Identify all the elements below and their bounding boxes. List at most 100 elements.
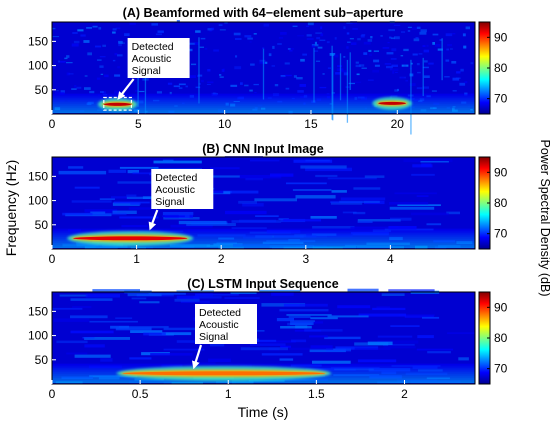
heatmap-cell	[86, 27, 92, 29]
heatmap-cell	[99, 198, 115, 200]
heatmap-cell	[84, 337, 130, 340]
heatmap-cell	[112, 31, 116, 34]
heatmap-cell	[178, 87, 183, 89]
heatmap-cell	[115, 317, 133, 319]
low-frequency-band	[52, 109, 475, 112]
broadband-streak	[339, 53, 342, 101]
heatmap-cell	[416, 195, 429, 197]
heatmap-cell	[60, 61, 66, 63]
heatmap-cell	[52, 66, 56, 69]
heatmap-cell	[74, 354, 111, 358]
heatmap-cell	[209, 29, 212, 32]
heatmap-cell	[128, 207, 159, 210]
heatmap-cell	[189, 75, 196, 78]
heatmap-cell	[348, 82, 355, 85]
heatmap-cell	[310, 216, 337, 219]
heatmap-cell	[376, 306, 390, 308]
heatmap-cell	[285, 74, 292, 77]
heatmap-cell	[197, 74, 203, 77]
annotation-arrow	[117, 78, 135, 100]
heatmap-cell	[403, 64, 407, 67]
heatmap-cell	[389, 68, 393, 71]
heatmap-cell	[114, 90, 120, 94]
x-tick-label: 1.5	[308, 387, 325, 401]
heatmap-cell	[84, 87, 91, 90]
heatmap-cell	[202, 175, 240, 178]
heatmap-cell	[82, 337, 95, 339]
x-tick-label: 15	[304, 117, 318, 131]
heatmap-cell	[393, 24, 401, 26]
y-tick-label: 150	[28, 304, 48, 318]
heatmap-cell	[387, 42, 390, 44]
colorbar-tick-label: 70	[494, 92, 508, 106]
heatmap-cell	[231, 227, 267, 229]
heatmap-cell	[124, 33, 130, 36]
heatmap-cell	[74, 186, 100, 189]
panel-title: (C) LSTM Input Sequence	[187, 277, 338, 291]
annotation-line: Detected	[199, 307, 241, 319]
heatmap-cell	[58, 170, 107, 175]
heatmap-cell	[404, 315, 434, 318]
heatmap-cell	[52, 36, 59, 38]
heatmap-cell	[423, 75, 430, 78]
heatmap-cell	[64, 57, 68, 60]
heatmap-cell	[58, 60, 61, 63]
heatmap-cell	[77, 29, 84, 32]
heatmap-cell	[403, 48, 409, 52]
heatmap-cell	[225, 210, 267, 215]
heatmap-cell	[195, 30, 201, 33]
heatmap-cell	[401, 31, 406, 33]
heatmap-cell	[131, 297, 147, 300]
heatmap-cell	[96, 77, 101, 80]
detected-signal	[103, 102, 132, 106]
heatmap-cell	[405, 80, 408, 82]
heatmap-cell	[450, 48, 453, 50]
heatmap-cell	[357, 359, 397, 363]
heatmap-cell	[355, 61, 359, 64]
heatmap-cell	[199, 362, 216, 365]
heatmap-cell	[331, 190, 347, 193]
heatmap-cell	[416, 87, 423, 90]
heatmap-cell	[259, 340, 296, 343]
heatmap-cell	[280, 345, 291, 348]
heatmap-cell	[263, 61, 268, 64]
heatmap-cell	[412, 53, 418, 56]
heatmap-cell	[342, 247, 392, 249]
heatmap-cell	[395, 71, 398, 73]
heatmap-cell	[83, 40, 90, 43]
heatmap-cell	[219, 74, 222, 76]
heatmap-cell	[398, 314, 435, 317]
heatmap-cell	[427, 351, 451, 354]
heatmap-cell	[90, 211, 106, 214]
x-tick-label: 1	[225, 387, 232, 401]
heatmap-cell	[370, 36, 373, 39]
low-frequency-band	[52, 103, 475, 106]
broadband-streak	[441, 38, 443, 81]
low-frequency-band	[52, 234, 475, 237]
heatmap-cell	[191, 63, 197, 66]
heatmap-cell	[253, 83, 259, 86]
low-frequency-band	[52, 238, 475, 241]
heatmap-cell	[312, 226, 355, 229]
annotation-box	[151, 169, 214, 209]
heatmap-cell	[76, 86, 82, 89]
heatmap-cell	[118, 42, 125, 44]
heatmap-cell	[270, 173, 294, 177]
heatmap-cell	[314, 50, 319, 52]
heatmap-cell	[423, 60, 428, 63]
colorbar-tick-label: 90	[494, 165, 508, 179]
heatmap-cell	[292, 25, 298, 27]
heatmap-cell	[445, 33, 453, 37]
panel-title: (B) CNN Input Image	[202, 142, 324, 156]
x-tick-label: 0	[49, 252, 56, 266]
heatmap-cell	[280, 77, 285, 79]
heatmap-cell	[222, 68, 225, 72]
heatmap-cell	[390, 217, 412, 221]
heatmap-cell	[263, 23, 270, 27]
heatmap-cell	[213, 49, 219, 52]
heatmap-cell	[432, 42, 435, 45]
heatmap-cell	[296, 77, 303, 80]
heatmap-cell	[156, 91, 162, 94]
